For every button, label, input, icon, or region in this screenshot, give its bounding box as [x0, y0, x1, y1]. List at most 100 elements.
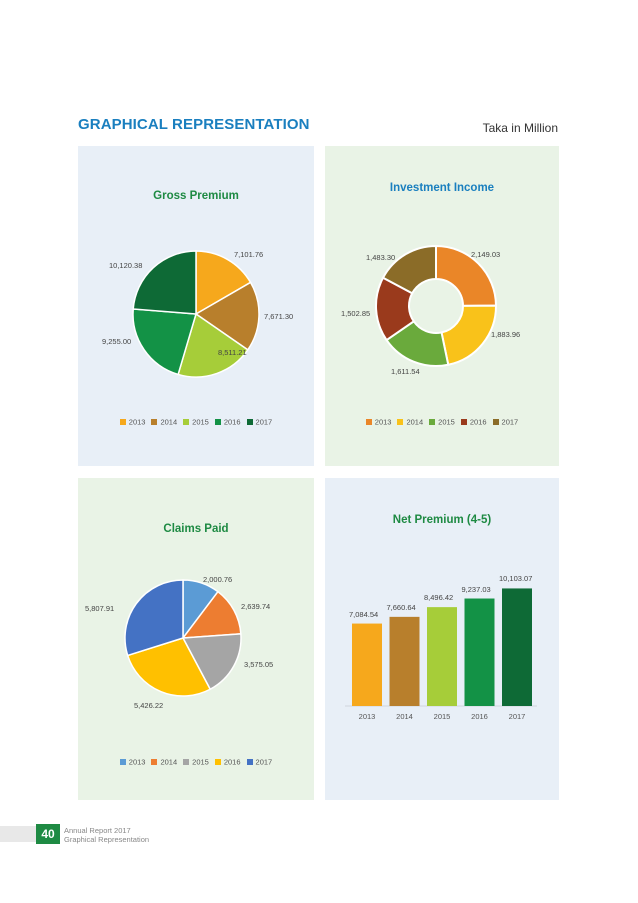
legend-swatch	[492, 419, 499, 426]
pie-slice-2015	[177, 312, 249, 378]
legend-label: 2016	[223, 417, 241, 427]
legend-label: 2013	[128, 417, 146, 427]
legend-item: 2015	[183, 417, 209, 427]
legend-item: 2017	[246, 417, 273, 427]
legend-item: 2013	[119, 417, 146, 427]
x-tick-label: 2013	[358, 712, 376, 721]
legend-item: 2014	[151, 417, 177, 427]
gross-premium-panel: Gross Premium 2013 2014 2015 2016 2017 7,101…	[78, 146, 314, 466]
legend-swatch	[397, 419, 404, 426]
pie-slice-2015	[181, 633, 242, 691]
data-label: 5,807.91	[85, 604, 115, 613]
data-label: 7,671.30	[264, 312, 294, 321]
legend-label: 2015	[192, 757, 209, 767]
legend-label: 2016	[469, 417, 487, 427]
legend-label: 2015	[438, 417, 455, 427]
legend-swatch	[460, 419, 467, 426]
legend-label: 2013	[374, 417, 392, 427]
gross-premium-chart	[132, 250, 260, 378]
legend-item: 2016	[214, 757, 241, 767]
legend-item: 2014	[151, 757, 177, 767]
pie-slice-2014	[440, 304, 497, 366]
legend-label: 2017	[255, 757, 273, 767]
claims-paid-chart	[124, 579, 242, 697]
legend-swatch	[119, 419, 126, 426]
legend-item: 2016	[460, 417, 487, 427]
legend-swatch	[151, 759, 158, 766]
bar-2016	[464, 598, 495, 706]
footer-section-title: Graphical Representation	[64, 835, 150, 844]
legend-label: 2014	[160, 417, 178, 427]
legend-swatch	[365, 419, 372, 426]
legend-swatch	[429, 419, 436, 426]
bar-2014	[389, 616, 420, 706]
legend-item: 2013	[119, 757, 146, 767]
data-label: 1,883.96	[491, 330, 521, 339]
x-tick-label: 2014	[396, 712, 413, 721]
x-tick-label: 2015	[433, 712, 451, 721]
x-tick-label: 2017	[508, 712, 526, 721]
legend-label: 2013	[128, 757, 146, 767]
data-label: 10,120.38	[109, 261, 143, 270]
bar-2017	[502, 588, 532, 706]
chart-legend: 2013 2014 2015 2016 2017	[325, 417, 559, 427]
legend-label: 2016	[223, 757, 241, 767]
chart-title: Gross Premium	[153, 190, 239, 202]
data-label: 1,611.54	[391, 367, 420, 376]
net-premium-chart	[345, 588, 537, 707]
legend-item: 2013	[365, 417, 392, 427]
data-label: 7,084.54	[349, 609, 379, 619]
data-label: 3,575.05	[244, 660, 274, 669]
chart-legend: 2013 2014 2015 2016 2017	[78, 757, 314, 767]
data-label: 7,660.64	[386, 602, 416, 612]
pie-slice-2016	[132, 308, 197, 376]
legend-item: 2015	[429, 417, 455, 427]
data-label: 9,237.03	[461, 584, 491, 594]
legend-swatch	[246, 759, 253, 766]
legend-item: 2015	[183, 757, 209, 767]
legend-swatch	[183, 419, 190, 426]
legend-label: 2014	[406, 417, 424, 427]
pie-slice-2017	[381, 244, 437, 295]
footer-strip	[0, 826, 36, 842]
legend-label: 2014	[160, 757, 178, 767]
bar-2015	[427, 607, 457, 706]
x-tick-label: 2016	[471, 712, 488, 721]
data-label: 10,103.07	[499, 574, 533, 584]
legend-item: 2017	[492, 417, 519, 427]
footer-report-title: Annual Report 2017	[64, 826, 131, 835]
pie-slice-2014	[194, 281, 260, 351]
legend-swatch	[214, 419, 221, 426]
net-premium-panel: Net Premium (4-5) 7,084.54 2013 7,660.64 20…	[325, 478, 559, 800]
legend-item: 2016	[214, 417, 241, 427]
chart-title: Investment Income	[389, 182, 495, 194]
data-label: 2,639.74	[241, 602, 271, 611]
pie-slice-2017	[124, 579, 184, 657]
pie-slice-2013	[435, 244, 498, 307]
legend-swatch	[214, 759, 221, 766]
legend-swatch	[151, 419, 158, 426]
legend-label: 2015	[192, 417, 209, 427]
data-label: 8,511.21	[218, 348, 247, 357]
data-label: 1,483.30	[366, 253, 396, 262]
data-label: 7,101.76	[234, 250, 264, 259]
legend-swatch	[183, 759, 190, 766]
data-label: 2,000.76	[203, 575, 233, 584]
legend-label: 2017	[501, 417, 519, 427]
page-title: GRAPHICAL REPRESENTATION	[78, 116, 310, 133]
pie-slice-2013	[195, 250, 252, 316]
investment-income-panel: Investment Income 2013 2014 2015 2016 2017 2…	[325, 146, 559, 466]
pie-slice-2017	[132, 250, 197, 315]
investment-income-chart	[375, 244, 498, 367]
bar-2013	[352, 623, 382, 706]
data-label: 1,502.85	[341, 309, 371, 318]
claims-paid-panel: Claims Paid 2013 2014 2015 2016 2017 2,000.7…	[78, 478, 314, 800]
data-label: 8,496.42	[424, 593, 454, 603]
chart-legend: 2013 2014 2015 2016 2017	[78, 417, 314, 427]
chart-title: Net Premium (4-5)	[392, 514, 492, 526]
legend-item: 2014	[397, 417, 423, 427]
pie-slice-2016	[126, 637, 212, 697]
legend-item: 2017	[246, 757, 273, 767]
legend-label: 2017	[255, 417, 273, 427]
unit-label: Taka in Million	[482, 121, 558, 135]
